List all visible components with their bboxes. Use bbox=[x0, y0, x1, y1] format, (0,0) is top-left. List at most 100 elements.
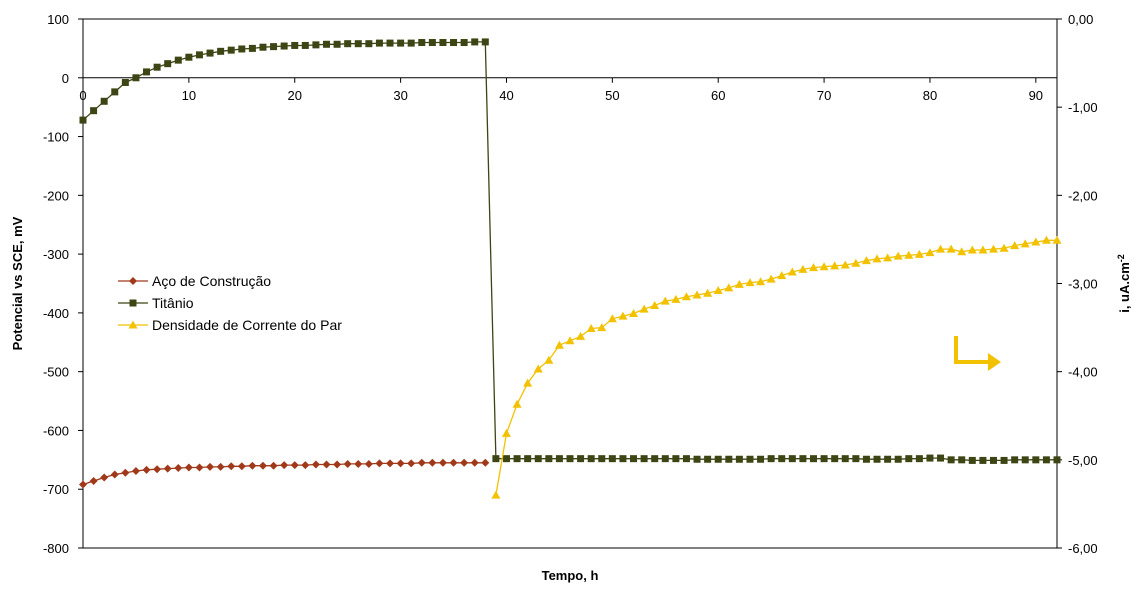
x-tick-label: 20 bbox=[288, 88, 302, 103]
data-point-densidade-de-corrente-do-par bbox=[861, 256, 871, 265]
data-point-densidade-de-corrente-do-par bbox=[830, 261, 840, 270]
data-point-titanio bbox=[428, 39, 436, 47]
data-point-titanio bbox=[365, 40, 373, 48]
axes: 0 10 20 30 40 50 60 70 80 90 100 0 -100 -200 -300 -400 -… bbox=[43, 12, 1098, 556]
x-tick-label: 0 bbox=[79, 88, 86, 103]
data-point-densidade-de-corrente-do-par bbox=[713, 286, 723, 295]
data-point-titanio bbox=[195, 51, 203, 59]
data-point-titanio bbox=[799, 455, 807, 463]
x-tick-label: 50 bbox=[605, 88, 619, 103]
data-point-titanio bbox=[164, 60, 172, 68]
y-tick-label: -100 bbox=[43, 130, 69, 145]
data-point-aco-de-construcao bbox=[206, 462, 215, 471]
data-point-aco-de-construcao bbox=[333, 460, 342, 469]
data-point-titanio bbox=[788, 455, 796, 463]
data-point-titanio bbox=[397, 39, 405, 47]
data-point-aco-de-construcao bbox=[100, 473, 109, 482]
x-tick-label: 10 bbox=[182, 88, 196, 103]
data-point-titanio bbox=[566, 455, 574, 463]
legend-marker bbox=[129, 299, 137, 307]
data-point-titanio bbox=[386, 39, 394, 47]
y-tick-label: -300 bbox=[43, 247, 69, 262]
legend-label: Densidade de Corrente do Par bbox=[152, 317, 342, 333]
legend-label: Titânio bbox=[152, 295, 194, 311]
x-tick-label: 80 bbox=[923, 88, 937, 103]
data-point-densidade-de-corrente-do-par bbox=[999, 243, 1009, 252]
y-axis-title: Potencial vs SCE, mV bbox=[10, 216, 25, 350]
x-tick-label: 90 bbox=[1029, 88, 1043, 103]
data-point-aco-de-construcao bbox=[79, 480, 87, 489]
data-point-aco-de-construcao bbox=[449, 458, 458, 467]
data-point-titanio bbox=[439, 39, 447, 47]
data-point-titanio bbox=[841, 455, 849, 463]
data-point-densidade-de-corrente-do-par bbox=[576, 331, 586, 340]
y-tick-label: -700 bbox=[43, 482, 69, 497]
data-point-titanio bbox=[958, 456, 966, 464]
data-point-titanio bbox=[894, 455, 902, 463]
data-point-titanio bbox=[968, 456, 976, 464]
data-point-titanio bbox=[937, 454, 945, 462]
data-point-aco-de-construcao bbox=[110, 470, 119, 479]
data-point-titanio bbox=[1000, 456, 1008, 464]
data-point-titanio bbox=[248, 44, 256, 52]
data-point-aco-de-construcao bbox=[438, 458, 447, 467]
data-point-densidade-de-corrente-do-par bbox=[681, 292, 691, 301]
data-point-densidade-de-corrente-do-par bbox=[914, 249, 924, 258]
data-point-aco-de-construcao bbox=[227, 462, 236, 471]
data-point-titanio bbox=[513, 455, 521, 463]
series-titanio bbox=[79, 38, 1061, 464]
data-point-titanio bbox=[143, 68, 151, 76]
data-point-densidade-de-corrente-do-par bbox=[798, 264, 808, 273]
data-point-aco-de-construcao bbox=[121, 468, 130, 477]
data-point-titanio bbox=[312, 41, 320, 49]
data-point-densidade-de-corrente-do-par bbox=[692, 290, 702, 299]
y2-tick-label: -4,00 bbox=[1068, 365, 1098, 380]
data-point-densidade-de-corrente-do-par bbox=[777, 271, 787, 280]
data-point-aco-de-construcao bbox=[428, 458, 437, 467]
data-point-titanio bbox=[873, 455, 881, 463]
data-point-titanio bbox=[492, 455, 500, 463]
data-point-titanio bbox=[947, 456, 955, 464]
data-point-densidade-de-corrente-do-par bbox=[925, 248, 935, 257]
x-tick-label: 60 bbox=[711, 88, 725, 103]
data-point-aco-de-construcao bbox=[163, 464, 172, 473]
data-point-titanio bbox=[757, 455, 765, 463]
data-point-aco-de-construcao bbox=[290, 461, 299, 470]
y-tick-label: -800 bbox=[43, 541, 69, 556]
data-point-titanio bbox=[1042, 456, 1050, 464]
data-point-titanio bbox=[153, 63, 161, 71]
data-point-densidade-de-corrente-do-par bbox=[544, 355, 554, 364]
data-point-titanio bbox=[915, 455, 923, 463]
data-point-densidade-de-corrente-do-par bbox=[607, 314, 617, 323]
data-point-aco-de-construcao bbox=[343, 459, 352, 468]
data-point-titanio bbox=[450, 39, 458, 47]
data-point-aco-de-construcao bbox=[364, 459, 373, 468]
data-point-titanio bbox=[217, 47, 225, 55]
data-point-densidade-de-corrente-do-par bbox=[565, 336, 575, 345]
data-point-titanio bbox=[259, 43, 267, 51]
data-point-titanio bbox=[534, 455, 542, 463]
data-point-aco-de-construcao bbox=[216, 462, 225, 471]
data-point-aco-de-construcao bbox=[89, 476, 98, 485]
data-point-densidade-de-corrente-do-par bbox=[967, 245, 977, 254]
legend-item-titanio: Titânio bbox=[118, 295, 194, 311]
data-point-aco-de-construcao bbox=[375, 459, 384, 468]
data-point-titanio bbox=[926, 454, 934, 462]
y2-tick-label: -6,00 bbox=[1068, 541, 1098, 556]
data-point-densidade-de-corrente-do-par bbox=[703, 288, 713, 297]
data-point-densidade-de-corrente-do-par bbox=[946, 244, 956, 253]
data-point-aco-de-construcao bbox=[258, 461, 267, 470]
data-point-titanio bbox=[111, 88, 119, 96]
y2-tick-label: 0,00 bbox=[1068, 12, 1093, 27]
data-point-densidade-de-corrente-do-par bbox=[978, 245, 988, 254]
legend-marker bbox=[129, 277, 137, 285]
data-point-titanio bbox=[291, 41, 299, 49]
data-point-titanio bbox=[1021, 456, 1029, 464]
data-point-titanio bbox=[1011, 456, 1019, 464]
legend-item-aco-de-construcao: Aço de Construção bbox=[118, 273, 271, 289]
data-point-densidade-de-corrente-do-par bbox=[533, 364, 543, 373]
data-point-densidade-de-corrente-do-par bbox=[745, 278, 755, 287]
data-point-densidade-de-corrente-do-par bbox=[872, 254, 882, 263]
x-tick-label: 70 bbox=[817, 88, 831, 103]
